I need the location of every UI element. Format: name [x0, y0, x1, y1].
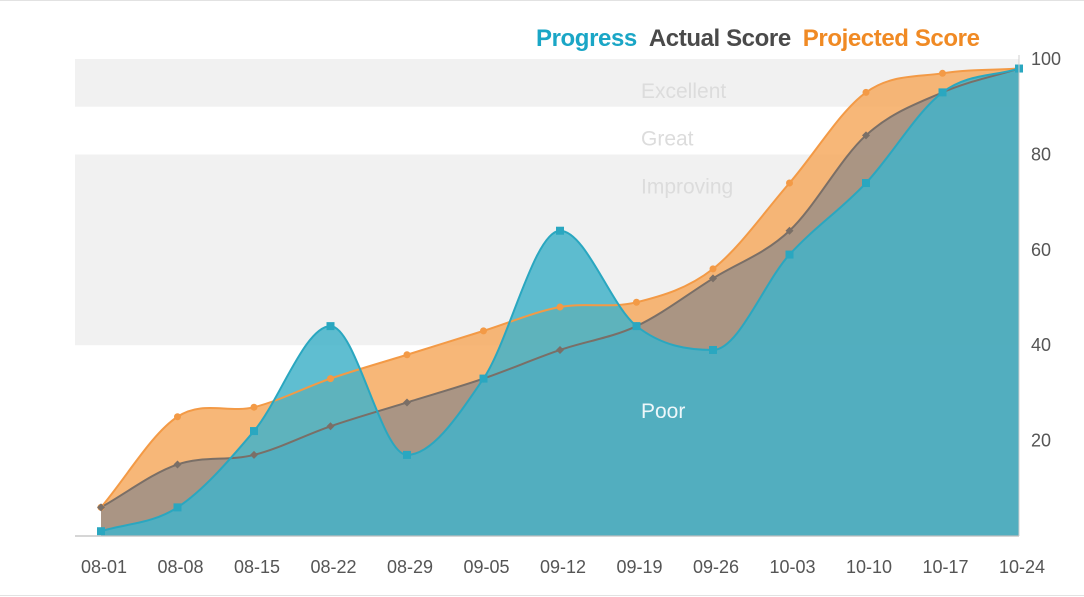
point-projected-score-08-15 — [250, 403, 258, 411]
point-actual-score-08-01 — [97, 503, 105, 512]
point-projected-score-10-10 — [862, 88, 870, 96]
x-tick-10-03: 10-03 — [769, 557, 815, 577]
point-projected-score-08-08 — [174, 413, 181, 421]
x-tick-09-05: 09-05 — [463, 557, 509, 577]
area-progress — [101, 68, 1019, 536]
point-actual-score-08-22 — [326, 422, 335, 431]
point-actual-score-10-03 — [785, 226, 794, 235]
x-tick-08-08: 08-08 — [157, 557, 203, 577]
x-tick-08-22: 08-22 — [310, 557, 356, 577]
point-projected-score-09-26 — [709, 265, 717, 273]
band-labels: Poor Improving Great Excellent — [641, 80, 733, 423]
point-actual-score-08-15 — [250, 450, 258, 459]
legend-actual-score[interactable]: Actual Score — [648, 25, 791, 52]
axes — [75, 55, 1020, 537]
band-label-excellent: Excellent — [641, 80, 726, 103]
point-actual-score-08-29 — [403, 398, 411, 407]
x-tick-09-12: 09-12 — [540, 557, 586, 577]
x-tick-10-24: 10-24 — [999, 557, 1045, 577]
x-tick-10-17: 10-17 — [922, 557, 968, 577]
point-projected-score-09-19 — [633, 298, 640, 306]
point-projected-score-10-17 — [939, 69, 946, 77]
x-tick-09-26: 09-26 — [693, 557, 739, 577]
point-projected-score-08-22 — [327, 375, 334, 383]
point-progress-10-03 — [785, 250, 794, 259]
x-tick-08-15: 08-15 — [234, 557, 280, 577]
point-actual-score-08-08 — [173, 460, 182, 469]
y-tick-100: 100 — [1031, 49, 1061, 69]
point-projected-score-10-03 — [786, 179, 793, 187]
point-progress-09-05 — [479, 374, 488, 383]
point-progress-10-17 — [938, 88, 947, 97]
x-tick-09-19: 09-19 — [616, 557, 662, 577]
x-tick-labels: 08-01 08-08 08-15 08-22 08-29 09-05 09-12 09-19… — [81, 557, 1045, 577]
x-tick-08-29: 08-29 — [387, 557, 433, 577]
legend-progress[interactable]: Progress — [536, 25, 637, 52]
band-label-poor: Poor — [641, 400, 685, 423]
band-label-great: Great — [641, 128, 694, 151]
point-progress-10-10 — [862, 179, 870, 188]
point-projected-score-09-12 — [556, 303, 564, 311]
x-tick-10-10: 10-10 — [846, 557, 892, 577]
line-progress — [100, 67, 1020, 533]
point-actual-score-09-12 — [556, 345, 564, 354]
y-tick-20: 20 — [1031, 431, 1051, 451]
point-progress-08-29 — [403, 450, 411, 459]
series-points — [97, 64, 1023, 536]
point-actual-score-09-26 — [709, 274, 717, 283]
point-projected-score-08-29 — [403, 351, 411, 359]
y-tick-labels: 20 40 60 80 100 — [1031, 49, 1061, 451]
y-tick-60: 60 — [1031, 240, 1051, 260]
point-progress-09-26 — [709, 345, 717, 354]
x-tick-08-01: 08-01 — [81, 557, 127, 577]
chart-legend: Progress Actual Score Projected Score — [536, 25, 992, 53]
point-progress-08-08 — [173, 503, 182, 512]
band-label-improving: Improving — [641, 175, 733, 198]
y-tick-80: 80 — [1031, 144, 1051, 164]
legend-projected-score[interactable]: Projected Score — [802, 25, 980, 52]
y-tick-40: 40 — [1031, 335, 1051, 355]
point-progress-09-12 — [556, 226, 564, 235]
point-projected-score-09-05 — [480, 327, 487, 335]
point-progress-09-19 — [632, 322, 641, 331]
point-progress-08-22 — [326, 322, 335, 331]
point-progress-08-15 — [250, 427, 258, 436]
point-progress-08-01 — [97, 527, 105, 536]
point-actual-score-10-10 — [862, 131, 870, 140]
